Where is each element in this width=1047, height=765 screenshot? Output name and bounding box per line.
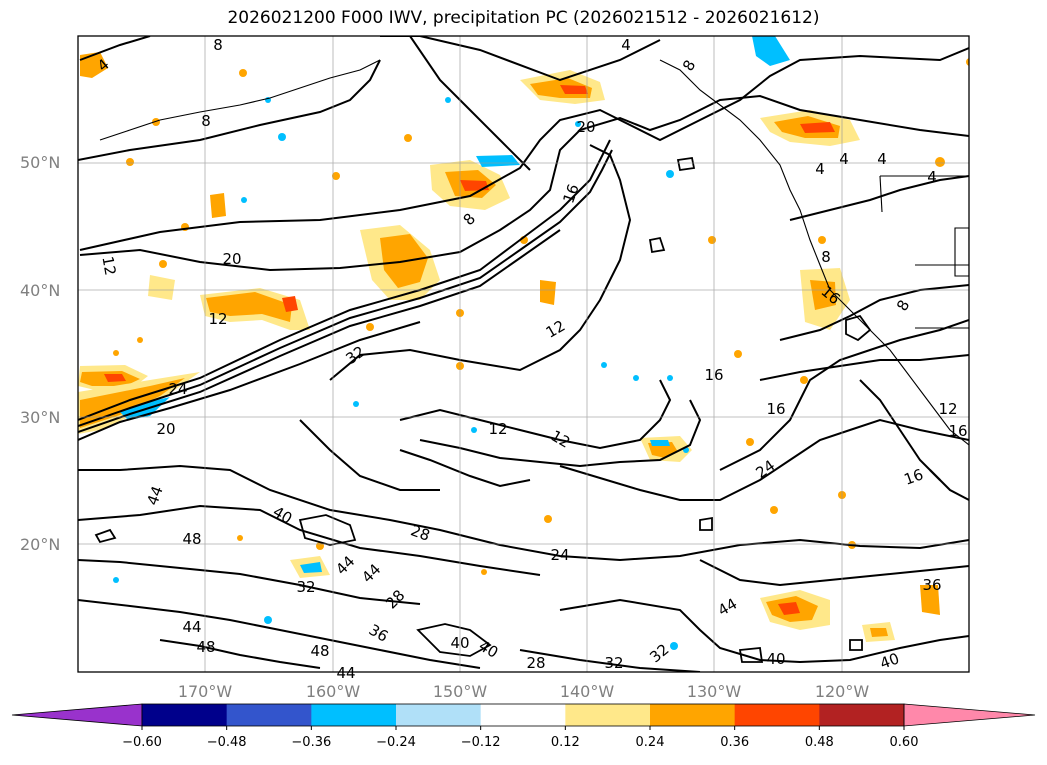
colorbar-border [141, 703, 905, 727]
lon-label-160w: 160°W [306, 682, 361, 701]
contour-label: 40 [766, 650, 785, 668]
colorbar: −0.60 −0.48 −0.36 −0.24 −0.12 0.12 0.24 0.36 0.4… [11, 703, 1036, 750]
contour-label: 48 [196, 638, 215, 656]
colorbar-segment [226, 704, 312, 726]
contour-label: 44 [143, 484, 166, 508]
contour-label: 36 [922, 576, 941, 594]
coastlines [99, 59, 969, 446]
contour-label: 16 [559, 182, 582, 206]
contour-label: 12 [98, 255, 119, 277]
lat-label-20n: 20°N [20, 535, 60, 554]
latitude-labels: 50°N 40°N 30°N 20°N [20, 153, 60, 554]
contour-label: 48 [310, 642, 329, 660]
lat-label-30n: 30°N [20, 408, 60, 427]
lon-label-130w: 130°W [687, 682, 742, 701]
lat-label-40n: 40°N [20, 281, 60, 300]
contour-label: 8 [213, 36, 223, 54]
lon-label-150w: 150°W [433, 682, 488, 701]
colorbar-segment [734, 704, 820, 726]
colorbar-tick-label: 0.60 [890, 735, 919, 750]
contour-label: 20 [222, 250, 241, 268]
colorbar-segment [650, 704, 736, 726]
contour-label: 4 [927, 168, 937, 186]
colorbar-tick-label: −0.60 [122, 735, 162, 750]
contour-label: 40 [878, 649, 902, 672]
contour-label: 44 [182, 618, 201, 636]
contour-label: 16 [766, 400, 785, 418]
colorbar-extend-low [11, 703, 143, 727]
colorbar-tick-label: −0.36 [291, 735, 331, 750]
longitude-labels: 170°W 160°W 150°W 140°W 130°W 120°W [178, 682, 870, 701]
contour-label: 20 [156, 420, 175, 438]
precip-patches [78, 36, 940, 642]
lon-label-140w: 140°W [560, 682, 615, 701]
colorbar-tick-label: 0.24 [636, 735, 665, 750]
map-title: 2026021200 F000 IWV, precipitation PC (2… [227, 8, 820, 28]
contour-label: 44 [336, 664, 355, 682]
colorbar-segment [565, 704, 651, 726]
colorbar-segment [142, 704, 228, 726]
colorbar-segment [480, 704, 566, 726]
contour-label: 40 [450, 634, 469, 652]
colorbar-extend-high [903, 703, 1036, 727]
contour-label: 28 [526, 654, 545, 672]
contour-label: 12 [488, 420, 507, 438]
map-frame [77, 35, 970, 673]
contour-label: 8 [821, 248, 831, 266]
colorbar-tick-label: −0.24 [376, 735, 416, 750]
colorbar-tick-label: 0.36 [720, 735, 749, 750]
contour-label: 24 [168, 380, 187, 398]
contour-label: 32 [296, 578, 315, 596]
graticule [78, 36, 969, 672]
colorbar-segment [311, 704, 397, 726]
contour-label: 24 [550, 546, 569, 564]
lat-label-50n: 50°N [20, 153, 60, 172]
colorbar-tick-label: 0.48 [805, 735, 834, 750]
colorbar-tick-label: 0.12 [551, 735, 580, 750]
precip-dots-negative [113, 97, 689, 650]
colorbar-segment [819, 704, 905, 726]
contour-label: 16 [704, 366, 723, 384]
lon-label-170w: 170°W [178, 682, 233, 701]
iwv-contours [78, 36, 969, 672]
contour-label: 8 [201, 112, 211, 130]
contour-label: 12 [208, 310, 227, 328]
colorbar-segment [396, 704, 482, 726]
contour-label: 12 [938, 400, 957, 418]
contour-label: 4 [621, 36, 631, 54]
contour-blobs [94, 156, 872, 663]
contour-label: 48 [182, 530, 201, 548]
contour-label: 4 [815, 160, 825, 178]
contour-label: 32 [604, 654, 623, 672]
colorbar-tick-label: −0.48 [207, 735, 247, 750]
contour-label: 28 [408, 521, 432, 544]
contour-label: 16 [948, 422, 967, 440]
contour-label: 4 [839, 150, 849, 168]
lon-label-120w: 120°W [815, 682, 870, 701]
contour-label: 20 [576, 118, 595, 136]
contour-label: 16 [902, 465, 926, 488]
contour-label: 4 [877, 150, 887, 168]
colorbar-tick-label: −0.12 [461, 735, 501, 750]
